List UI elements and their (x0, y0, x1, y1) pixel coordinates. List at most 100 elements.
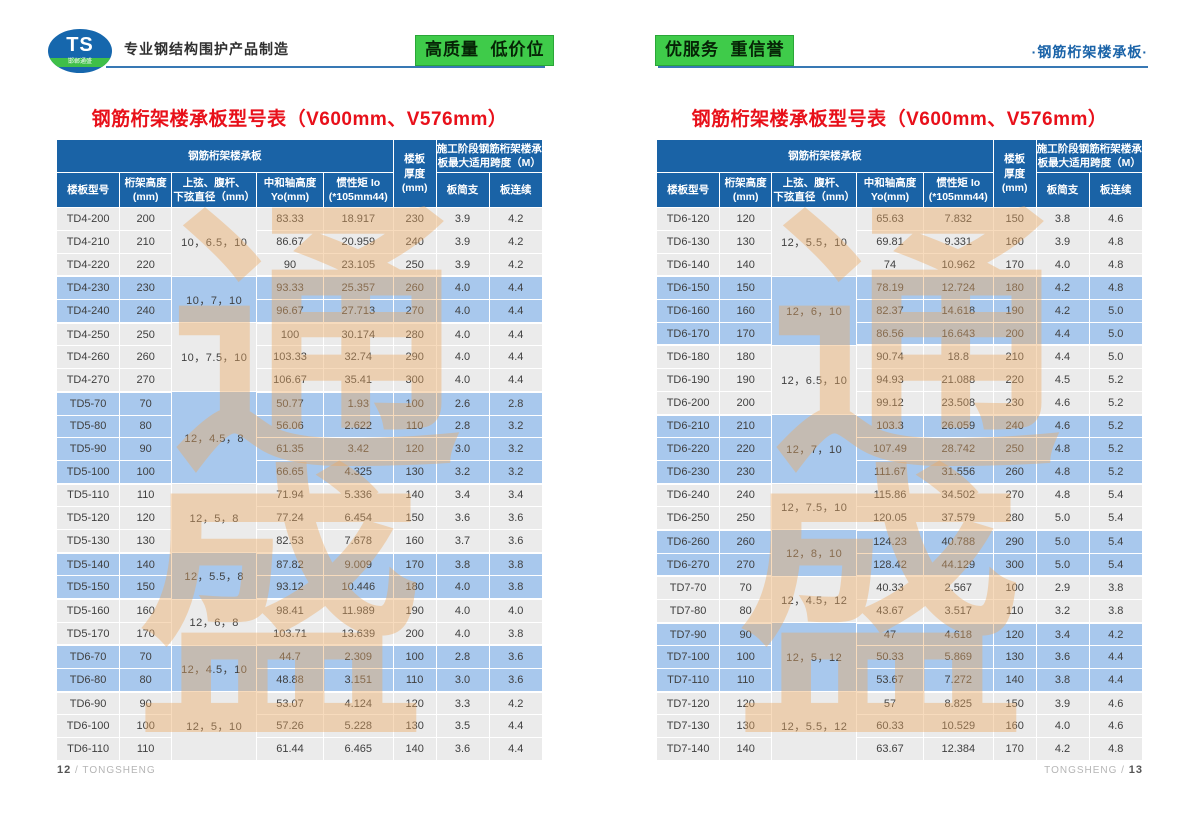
cell-model: TD7-100 (655, 645, 721, 670)
cell-thickness: 280 (392, 322, 437, 347)
cell-inertia: 6.465 (322, 737, 394, 762)
cell-span-simple: 3.0 (435, 437, 490, 461)
cell-thickness: 270 (992, 483, 1037, 508)
cell-thickness: 280 (992, 506, 1037, 531)
cell-neutral-axis: 86.56 (856, 321, 924, 347)
table-row: TD5-110 110 12，5，8 71.94 5.336 140 3.4 3.4 (55, 483, 543, 554)
cell-span-simple: 4.0 (435, 598, 490, 623)
cell-truss-height: 90 (119, 691, 173, 716)
cell-truss-height: 90 (719, 622, 773, 647)
header-group-title: 钢筋桁架楼承板 (56, 138, 394, 174)
cell-thickness: 140 (992, 668, 1037, 693)
cell-inertia: 4.618 (922, 622, 994, 647)
cell-inertia: 7.678 (322, 528, 394, 554)
spec-table-left: 钢筋桁架楼承板 楼板 厚度 (mm) 施工阶段钢筋桁架楼承 板最大适用跨度（M） 楼板… (55, 138, 544, 762)
cell-neutral-axis: 87.82 (256, 552, 324, 577)
cell-thickness: 260 (392, 275, 437, 301)
cell-thickness: 100 (392, 391, 437, 416)
cell-span-continuous: 4.2 (488, 691, 543, 716)
brand-right: TONGSHENG / (1044, 765, 1129, 776)
cell-thickness: 170 (992, 252, 1037, 278)
cell-span-simple: 4.2 (1035, 737, 1090, 762)
cell-truss-height: 170 (119, 621, 173, 647)
cell-neutral-axis: 61.44 (256, 737, 324, 762)
header-span-simple: 板简支 (435, 172, 490, 209)
cell-neutral-axis: 93.33 (256, 275, 324, 301)
logo-text: TS (66, 34, 94, 56)
table-title-left: 钢筋桁架楼承板型号表（V600mm、V576mm） (91, 109, 508, 130)
cell-inertia: 10.529 (922, 714, 994, 739)
cell-truss-height: 240 (119, 299, 173, 324)
cell-span-simple: 4.0 (435, 345, 490, 370)
cell-span-continuous: 3.2 (488, 414, 543, 439)
service-badge: 优服务 重信誉 (655, 35, 795, 66)
cell-span-continuous: 4.4 (488, 322, 543, 347)
table-row: TD6-230 230 111.67 31.556 260 4.8 5.2 (655, 459, 1143, 485)
cell-model: TD7-140 (655, 737, 721, 762)
cell-neutral-axis: 124.23 (856, 529, 924, 554)
cell-diameter: 12，8，10 (771, 529, 858, 577)
cell-truss-height: 180 (719, 344, 773, 370)
page-number-left: 12 (57, 764, 72, 776)
cell-model: TD6-80 (55, 668, 121, 693)
cell-thickness: 170 (992, 737, 1037, 762)
table-row: TD4-240 240 96.67 27.713 270 4.0 4.4 (55, 299, 543, 324)
cell-inertia: 10.962 (922, 252, 994, 278)
cell-thickness: 190 (392, 598, 437, 623)
cell-span-simple: 3.9 (435, 252, 490, 278)
table-row: TD6-150 150 12，6，10 78.19 12.724 180 4.2 4.8 (655, 275, 1143, 346)
cell-model: TD4-230 (55, 275, 121, 301)
cell-diameter: 12，6，8 (171, 598, 258, 646)
cell-truss-height: 120 (119, 506, 173, 530)
cell-span-continuous: 4.6 (1088, 207, 1143, 232)
cell-span-simple: 4.6 (1035, 390, 1090, 416)
cell-span-simple: 4.8 (1035, 483, 1090, 508)
cell-diameter: 12，7.5，10 (771, 483, 858, 531)
cell-model: TD5-110 (55, 483, 121, 508)
cell-span-continuous: 4.4 (488, 299, 543, 324)
quality-badge: 高质量 低价位 (415, 35, 555, 66)
table-row: TD7-70 70 12，4.5，12 40.33 2.567 100 2.9 3.8 (655, 575, 1143, 624)
cell-model: TD6-170 (655, 321, 721, 347)
table-row: TD5-130 130 82.53 7.678 160 3.7 3.6 (55, 528, 543, 554)
cell-model: TD6-260 (655, 529, 721, 554)
cell-truss-height: 140 (719, 737, 773, 762)
cell-span-simple: 4.0 (435, 621, 490, 647)
cell-diameter: 12，6，10 (771, 275, 858, 346)
cell-truss-height: 80 (119, 668, 173, 693)
cell-span-continuous: 5.0 (1088, 321, 1143, 347)
cell-span-simple: 4.0 (435, 275, 490, 301)
cell-thickness: 140 (392, 737, 437, 762)
cell-span-simple: 3.4 (435, 483, 490, 508)
cell-thickness: 160 (392, 528, 437, 554)
cell-thickness: 150 (392, 506, 437, 530)
cell-diameter: 12，5，8 (171, 483, 258, 554)
cell-model: TD6-270 (655, 552, 721, 578)
cell-neutral-axis: 57 (856, 691, 924, 716)
cell-inertia: 32.74 (322, 345, 394, 370)
cell-neutral-axis: 82.37 (856, 299, 924, 323)
cell-model: TD5-90 (55, 437, 121, 461)
right-page: 钢筋桁架楼承板型号表（V600mm、V576mm） 钢筋桁架楼承板 楼板 厚度 (… (655, 104, 1144, 762)
cell-span-continuous: 3.8 (488, 621, 543, 647)
cell-inertia: 31.556 (922, 459, 994, 485)
cell-span-continuous: 3.6 (488, 506, 543, 530)
cell-truss-height: 130 (719, 714, 773, 739)
cell-inertia: 6.454 (322, 506, 394, 530)
cell-inertia: 4.124 (322, 691, 394, 716)
cell-thickness: 170 (392, 552, 437, 577)
table-row: TD4-250 250 10，7.5，10 100 30.174 280 4.0 4.4 (55, 322, 543, 393)
cell-span-continuous: 3.2 (488, 437, 543, 461)
cell-thickness: 100 (392, 644, 437, 670)
cell-span-simple: 4.0 (435, 299, 490, 324)
cell-diameter: 12，5.5，12 (771, 691, 858, 762)
cell-truss-height: 130 (719, 230, 773, 254)
cell-model: TD6-70 (55, 644, 121, 670)
cell-model: TD4-270 (55, 368, 121, 393)
cell-truss-height: 230 (119, 275, 173, 301)
cell-model: TD6-240 (655, 483, 721, 508)
cell-truss-height: 270 (119, 368, 173, 393)
page-number-right: 13 (1128, 764, 1143, 776)
cell-truss-height: 230 (719, 459, 773, 485)
cell-neutral-axis: 77.24 (256, 506, 324, 530)
